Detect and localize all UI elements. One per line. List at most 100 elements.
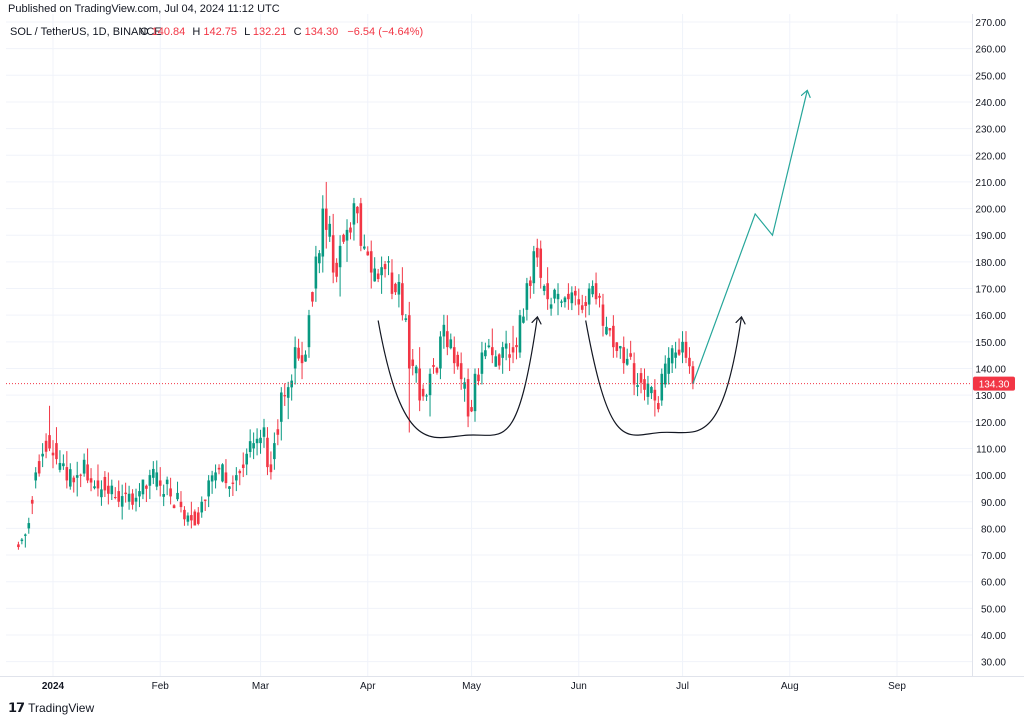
candle-body (452, 347, 456, 364)
candle-body (414, 366, 418, 374)
tradingview-branding[interactable]: 𝟭𝟳 TradingView (8, 700, 94, 716)
candle-body (574, 290, 577, 296)
candle-body (169, 488, 172, 497)
candle-body (311, 292, 314, 302)
svg-text:O 140.84 H 1: O 140.84 H 142.75 L 132.21 C 134.30 −6.5… (140, 26, 423, 38)
y-tick-label: 230.00 (975, 125, 1006, 136)
y-tick-label: 140.00 (975, 364, 1006, 375)
candle-body (79, 474, 82, 476)
candle-body (612, 325, 615, 348)
candle-body (34, 472, 38, 481)
candle-body (608, 328, 612, 331)
y-tick-label: 150.00 (975, 338, 1006, 349)
legend-close: 134.30 (305, 26, 339, 38)
candle-body (93, 486, 96, 489)
axes: 270.00 260.00 250.00 240.00 230.00 220.00 210.… (0, 14, 1024, 692)
published-line: Published on TradingView.com, Jul 04, 20… (8, 3, 280, 15)
candle-body (283, 395, 287, 397)
y-tick-label: 250.00 (975, 71, 1006, 82)
candle-body (442, 324, 446, 337)
candle-body (449, 339, 453, 349)
candle-body (307, 315, 311, 348)
x-tick-label: Jun (571, 681, 587, 692)
candle-body (546, 283, 549, 300)
candle-body (255, 438, 259, 444)
candle-body (231, 482, 235, 484)
candle-body (131, 493, 134, 505)
candle-body (539, 248, 543, 278)
grid (6, 14, 972, 676)
candle-body (515, 345, 518, 348)
cup-curve (585, 318, 742, 436)
candle-body (158, 480, 162, 486)
candle-body (276, 429, 280, 435)
brand-name: TradingView (28, 701, 95, 715)
candle-body (228, 486, 231, 489)
candle-body (273, 443, 276, 460)
candle-body (535, 247, 539, 258)
x-tick-label: Apr (360, 681, 376, 692)
candle-body (262, 427, 266, 437)
candle-body (210, 475, 214, 482)
y-tick-label: 40.00 (981, 631, 1006, 642)
candle-body (162, 494, 165, 497)
candle-body (591, 285, 594, 295)
candle-body (636, 385, 639, 387)
cup-curve (377, 318, 537, 439)
candle-body (497, 354, 501, 366)
symbol-legend: SOL / TetherUS, 1D, BINANCE O 140.84 H 1… (10, 26, 423, 38)
candle-body (248, 441, 252, 453)
candle-body (411, 359, 415, 366)
candle-body (37, 461, 41, 474)
candle-body (359, 203, 363, 246)
y-tick-label: 170.00 (975, 285, 1006, 296)
candle-body (107, 485, 110, 494)
x-tick-label: Mar (252, 681, 270, 692)
candle-body (394, 283, 397, 293)
candle-body (504, 343, 508, 349)
projection-path (692, 91, 807, 384)
candle-body (124, 492, 127, 495)
candle-body (297, 347, 300, 359)
candle-body (183, 509, 186, 520)
candle-body (321, 208, 325, 257)
candle-body (684, 341, 688, 358)
candle-body (401, 283, 404, 316)
candle-body (279, 392, 283, 422)
candle-body (407, 315, 411, 369)
legend-open-label: O (140, 26, 149, 38)
candle-body (646, 383, 650, 397)
candle-body (328, 223, 332, 237)
candle-body (421, 388, 425, 397)
last-price-tag-text: 134.30 (979, 380, 1010, 391)
candle-body (345, 229, 349, 241)
candle-body (459, 363, 463, 380)
candle-body (65, 467, 69, 481)
candle-body (241, 464, 245, 469)
candle-body (660, 373, 664, 401)
candle-body (587, 288, 591, 305)
candle-body (134, 497, 138, 502)
y-tick-label: 160.00 (975, 311, 1006, 322)
candle-body (681, 341, 684, 353)
y-tick-label: 60.00 (981, 578, 1006, 589)
candle-body (432, 365, 435, 367)
candle-body (176, 492, 179, 500)
candle-body (456, 354, 460, 367)
candle-body (259, 437, 262, 444)
candle-body (165, 479, 169, 485)
candles (6, 181, 972, 550)
candle-body (653, 389, 657, 401)
x-tick-label: Feb (152, 681, 170, 692)
x-tick-label: Jul (676, 681, 689, 692)
candle-body (567, 293, 570, 300)
legend-low: 132.21 (253, 26, 287, 38)
candle-body (650, 387, 653, 394)
candle-body (484, 350, 487, 357)
candle-body (72, 477, 76, 483)
candle-body (86, 464, 89, 481)
last-price-tag (973, 376, 1015, 391)
y-tick-label: 240.00 (975, 98, 1006, 109)
candle-body (127, 493, 131, 502)
